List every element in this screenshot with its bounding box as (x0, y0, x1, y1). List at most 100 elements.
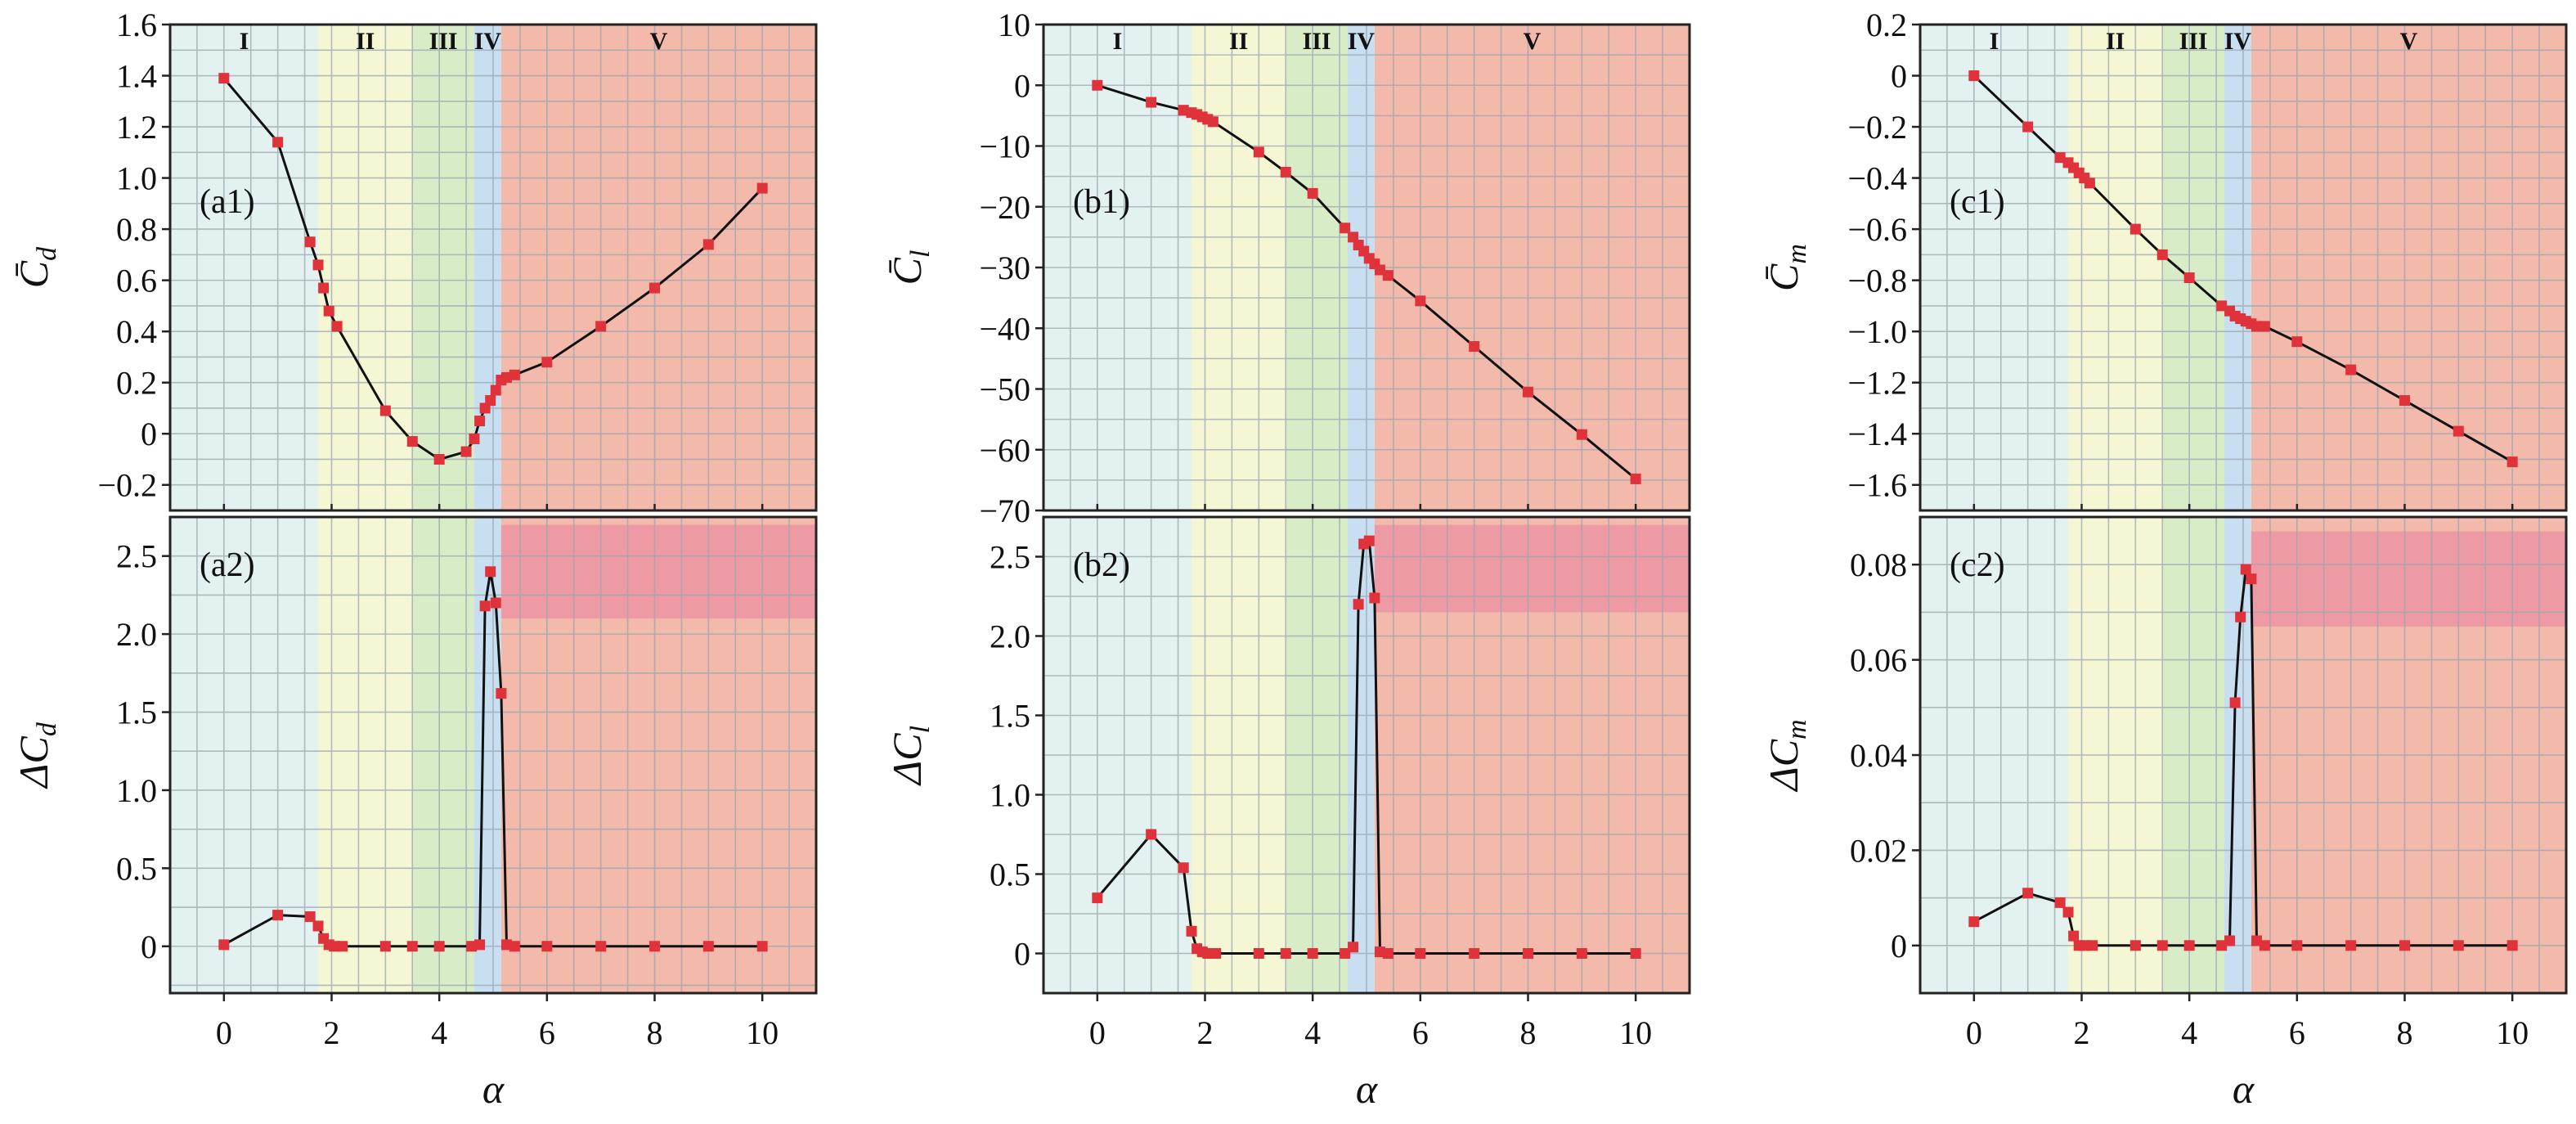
data-point (1340, 948, 1351, 959)
data-point (1630, 948, 1641, 959)
data-point (2235, 611, 2246, 623)
x-tick-label: 6 (2289, 1014, 2305, 1051)
data-point (2216, 940, 2228, 951)
y-tick-label: −1.6 (1847, 467, 1907, 504)
data-point (2183, 272, 2195, 284)
data-point (460, 446, 472, 457)
data-point (2183, 940, 2195, 951)
y-tick-label: −10 (979, 128, 1030, 165)
data-point (474, 416, 486, 427)
data-point (1280, 166, 1291, 178)
y-tick-label: −0.2 (97, 467, 157, 504)
panel-label: (c2) (1950, 546, 2005, 584)
panel-b2: 0 0.5 1.0 1.5 2.0 2.5 0 2 4 6 8 10 (b2) ΔCl α (884, 515, 1691, 1112)
data-point (1348, 942, 1359, 953)
data-point (379, 405, 391, 416)
data-point (1210, 948, 1222, 959)
data-point (1178, 862, 1189, 874)
data-point (2453, 940, 2464, 951)
y-tick-label: 1.4 (116, 58, 157, 95)
data-point (500, 939, 512, 951)
data-point (479, 600, 491, 612)
y-tick-label: −1.0 (1847, 313, 1907, 350)
data-point (331, 321, 343, 332)
data-point (406, 941, 418, 952)
data-point (2054, 152, 2066, 164)
data-point (304, 910, 316, 922)
data-point (218, 939, 230, 951)
y-tick-label: 1.0 (990, 777, 1030, 814)
region-V (500, 25, 816, 510)
data-point (2246, 573, 2257, 585)
region-III (412, 25, 474, 510)
data-point (490, 597, 501, 609)
x-tick-label: 0 (1089, 1014, 1106, 1051)
data-point (2156, 940, 2168, 951)
data-point (1968, 916, 1980, 928)
x-tick-label: 8 (2397, 1014, 2413, 1051)
data-point (218, 73, 230, 84)
y-tick-label: 0.2 (116, 365, 157, 402)
data-point (2251, 935, 2262, 946)
panel-a1: I II III IV V−0.200.20.40.60.81.01.21.41.6(a… (11, 7, 818, 512)
region-label-I: I (1990, 28, 1999, 55)
data-point (649, 282, 660, 294)
y-tick-label: −40 (979, 310, 1030, 347)
data-point (318, 282, 330, 294)
x-axis-label: α (482, 1066, 505, 1112)
y-tick-label: −20 (979, 189, 1030, 226)
y-tick-label: 0.4 (116, 313, 157, 350)
y-tick-label: 10 (998, 7, 1030, 43)
y-axis-label: C̄l (884, 250, 936, 285)
y-tick-label: 0 (141, 928, 157, 965)
x-tick-label: 8 (647, 1014, 663, 1051)
data-point (1253, 948, 1264, 959)
region-label-III: III (429, 28, 458, 55)
region-I (170, 517, 319, 993)
highlight-box (2251, 531, 2566, 627)
data-point (541, 941, 553, 952)
x-tick-label: 6 (539, 1014, 555, 1051)
data-point (496, 688, 507, 699)
y-tick-label: 1.0 (116, 160, 157, 197)
x-axis-label: α (1356, 1066, 1379, 1112)
x-tick-label: 10 (1619, 1014, 1652, 1051)
data-point (1382, 948, 1393, 959)
panel-label: (a1) (200, 183, 255, 221)
data-point (2022, 121, 2034, 133)
region-label-IV: IV (2224, 28, 2252, 55)
data-point (1382, 270, 1393, 281)
x-tick-label: 4 (431, 1014, 447, 1051)
data-point (2129, 223, 2141, 235)
y-tick-label: 0.6 (116, 263, 157, 299)
y-tick-label: 0.8 (116, 211, 157, 248)
region-III (412, 517, 474, 993)
data-point (474, 939, 486, 951)
data-point (2506, 456, 2518, 468)
data-point (756, 182, 768, 194)
data-point (2068, 930, 2080, 942)
data-point (509, 369, 520, 380)
data-point (2291, 940, 2303, 951)
data-point (485, 395, 496, 407)
data-point (490, 384, 501, 396)
data-point (2291, 336, 2303, 348)
data-point (379, 941, 391, 952)
data-point (2156, 249, 2168, 260)
y-tick-label: 2.0 (116, 616, 157, 653)
region-label-V: V (650, 28, 668, 55)
panel-c2: 0 0.02 0.04 0.06 0.08 0 2 4 6 8 10 (c2) ΔCm α (1761, 515, 2568, 1112)
y-tick-label: −0.4 (1847, 160, 1907, 197)
region-II (318, 25, 413, 510)
x-tick-label: 10 (2496, 1014, 2529, 1051)
y-tick-label: 0 (141, 416, 157, 452)
data-point (2506, 940, 2518, 951)
panel-label: (a2) (200, 546, 255, 584)
region-V (2251, 25, 2566, 510)
region-label-IV: IV (1348, 28, 1376, 55)
data-point (433, 453, 445, 465)
data-point (541, 357, 553, 368)
data-point (1178, 105, 1189, 116)
y-tick-label: −60 (979, 432, 1030, 469)
